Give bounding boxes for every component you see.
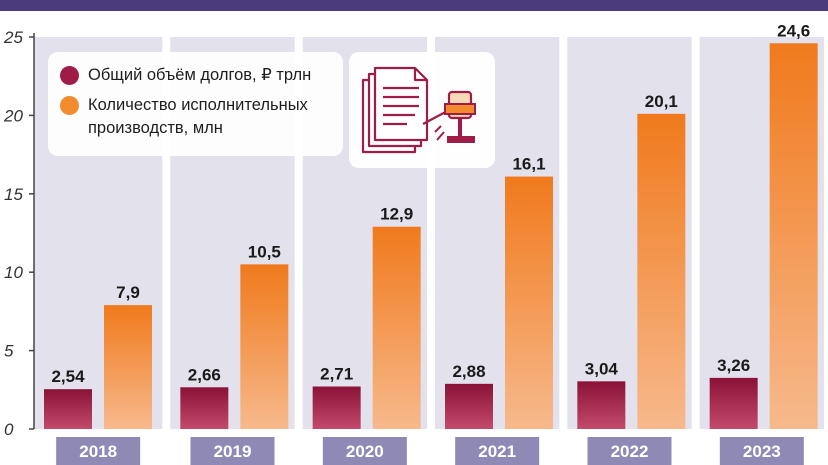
legend: Общий объём долгов, ₽ трлн Количество ис… <box>48 52 343 156</box>
bar-proceedings-2023 <box>769 43 818 429</box>
legend-swatch-proceedings <box>60 96 79 115</box>
year-label-2022: 2022 <box>611 442 649 461</box>
data-label-proceedings-2022: 20,1 <box>645 92 678 111</box>
year-label-bg-2023 <box>719 437 804 465</box>
year-label-2018: 2018 <box>79 442 117 461</box>
y-tick-label-5: 5 <box>4 342 14 361</box>
y-tick-label-15: 15 <box>4 185 23 204</box>
y-tick-label-0: 0 <box>4 420 14 439</box>
bar-debt-2019 <box>180 387 229 429</box>
year-label-2020: 2020 <box>346 442 384 461</box>
year-label-bg-2021 <box>455 437 540 465</box>
data-label-debt-2021: 2,88 <box>452 362 485 381</box>
year-label-bg-2020 <box>322 437 407 465</box>
bar-debt-2021 <box>445 383 493 429</box>
data-label-debt-2018: 2,54 <box>51 367 85 386</box>
bar-proceedings-2020 <box>372 226 421 429</box>
data-label-proceedings-2019: 10,5 <box>248 242 281 261</box>
year-label-2021: 2021 <box>478 442 516 461</box>
y-tick-label-10: 10 <box>4 263 23 282</box>
bar-debt-2023 <box>709 377 758 429</box>
legend-swatch-debt <box>60 66 79 85</box>
legend-item-proceedings: Количество исполнительных производств, мл… <box>60 94 308 140</box>
data-label-proceedings-2021: 16,1 <box>512 155 545 174</box>
data-label-proceedings-2018: 7,9 <box>116 283 140 302</box>
year-label-2023: 2023 <box>743 442 781 461</box>
bar-proceedings-2021 <box>505 176 553 429</box>
bar-debt-2022 <box>577 381 626 429</box>
y-tick-label-25: 25 <box>3 28 23 47</box>
data-label-proceedings-2020: 12,9 <box>380 205 413 224</box>
data-label-debt-2023: 3,26 <box>717 356 750 375</box>
bar-proceedings-2019 <box>240 264 289 429</box>
bar-proceedings-2022 <box>637 113 686 429</box>
bar-debt-2020 <box>312 386 361 429</box>
bar-proceedings-2018 <box>104 305 152 429</box>
data-label-debt-2019: 2,66 <box>188 365 221 384</box>
data-label-proceedings-2023: 24,6 <box>777 21 810 40</box>
year-label-2019: 2019 <box>214 442 252 461</box>
data-label-debt-2022: 3,04 <box>585 359 619 378</box>
legend-label-proceedings: Количество исполнительных производств, мл… <box>88 96 308 137</box>
year-label-bg-2019 <box>190 437 275 465</box>
bar-debt-2018 <box>44 389 92 429</box>
legend-item-debt: Общий объём долгов, ₽ трлн <box>60 64 311 87</box>
year-label-bg-2022 <box>587 437 672 465</box>
document-gavel-icon <box>361 66 476 154</box>
document-gavel-icon-box <box>349 52 495 168</box>
header-bar <box>0 0 828 11</box>
data-label-debt-2020: 2,71 <box>320 365 353 384</box>
legend-label-debt: Общий объём долгов, ₽ трлн <box>88 66 312 84</box>
year-label-bg-2018 <box>56 437 141 465</box>
y-tick-label-20: 20 <box>3 106 23 125</box>
